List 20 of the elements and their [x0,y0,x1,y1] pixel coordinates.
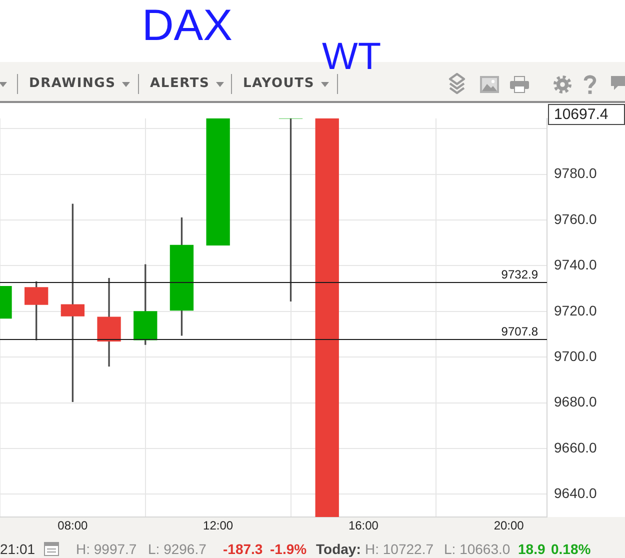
y-tick-label: 9660.0 [554,439,598,456]
candlestick [206,118,230,246]
candlestick [315,118,339,517]
ref-line-label: 9732.9 [501,268,538,282]
text: DAX [142,1,232,50]
candlestick [97,278,121,367]
y-tick-label: 9640.0 [554,485,598,502]
y-tick-label: 9720.0 [554,302,598,318]
x-tick-label: 12:00 [203,518,234,533]
y-tick-label: 9740.0 [554,256,598,273]
y-tick-label: 9780.0 [554,165,598,182]
y-tick-label: 9760.0 [554,210,598,227]
x-tick-label: 20:00 [494,518,524,533]
text: 10697.4 [548,104,625,125]
x-tick-label: 08:00 [58,518,88,533]
x-tick-label: 16:00 [348,518,379,533]
y-tick-label: 9700.0 [554,348,598,364]
y-tick-label: 9680.0 [554,394,598,410]
status-bar: 21:01 H: 9997.7 L: 9296.7 -187.3 -1.9% Today: H: 10722.7 L: 10663.0 18.9 0.18% [0,540,625,558]
ref-line-label: 9707.8 [501,324,538,338]
